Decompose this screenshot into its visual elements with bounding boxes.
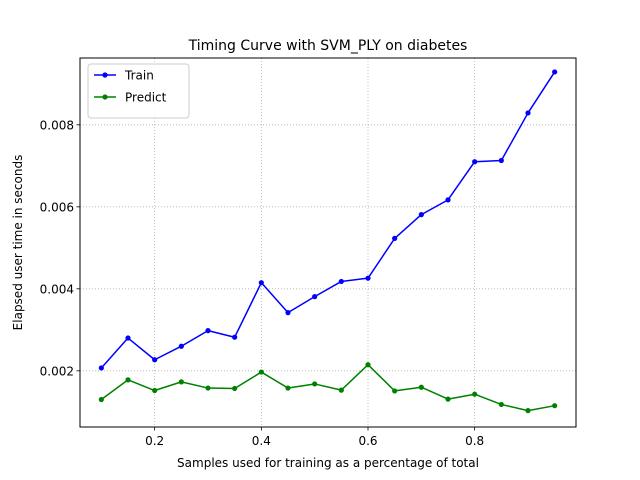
predict-series-line [100,363,555,412]
train-data-point [525,110,531,116]
predict-data-point [178,379,184,385]
predict-data-point [445,396,451,402]
legend-predict-label: Predict [125,91,167,105]
predict-data-point [498,401,504,408]
x-axis-label: Samples used for training as a percentag… [177,456,479,470]
predict-data-point [258,369,264,375]
train-data-point [152,357,158,363]
train-data-point [312,294,318,300]
predict-data-point [418,384,424,390]
x-tick-label: 0.6 [358,434,377,448]
legend: Train Predict [87,63,190,119]
predict-data-point [285,385,291,391]
train-data-point [205,328,211,334]
x-tick-label: 0.4 [252,434,271,448]
predict-data-point [525,408,531,414]
x-tick-label: 0.2 [145,434,164,448]
train-data-point [258,280,264,286]
predict-data-point [152,387,158,394]
train-data-point [125,335,131,341]
predict-data-point [312,381,318,387]
legend-box [87,63,190,119]
legend-train-marker [102,72,108,78]
train-data-point [285,310,291,316]
predict-data-point [205,385,211,391]
train-data-point [392,235,398,241]
train-data-point [178,343,184,349]
train-data-point [445,197,451,203]
y-tick-label: 0.008 [40,118,74,132]
axis-ticks: 0.2 0.4 0.6 0.8 0.002 0.004 0.006 0.008 [40,118,485,448]
y-tick-label: 0.006 [40,200,74,214]
train-series-line [100,71,556,369]
train-data-point [338,278,344,285]
train-data-point [498,157,504,164]
train-data-point [232,334,238,340]
plot-frame [79,57,577,428]
predict-data-point [472,391,478,397]
y-tick-label: 0.004 [40,282,74,296]
predict-data-point [125,377,131,383]
predict-data-point [365,362,371,368]
train-data-point [98,365,104,371]
legend-train-label: Train [124,69,154,83]
legend-predict-marker [102,94,108,100]
predict-data-point [552,403,558,409]
predict-data-point [338,387,344,393]
series-layer [98,69,558,414]
x-tick-label: 0.8 [465,434,484,448]
predict-data-point [232,385,238,392]
train-data-point [418,212,424,218]
predict-data-point [98,396,104,403]
y-tick-label: 0.002 [40,364,74,378]
train-data-point [472,159,478,165]
chart-title: Timing Curve with SVM_PLY on diabetes [188,38,468,54]
y-axis-label: Elapsed user time in seconds [11,155,25,331]
predict-data-point [392,388,398,394]
train-data-point [552,69,558,75]
train-data-point [365,275,371,281]
